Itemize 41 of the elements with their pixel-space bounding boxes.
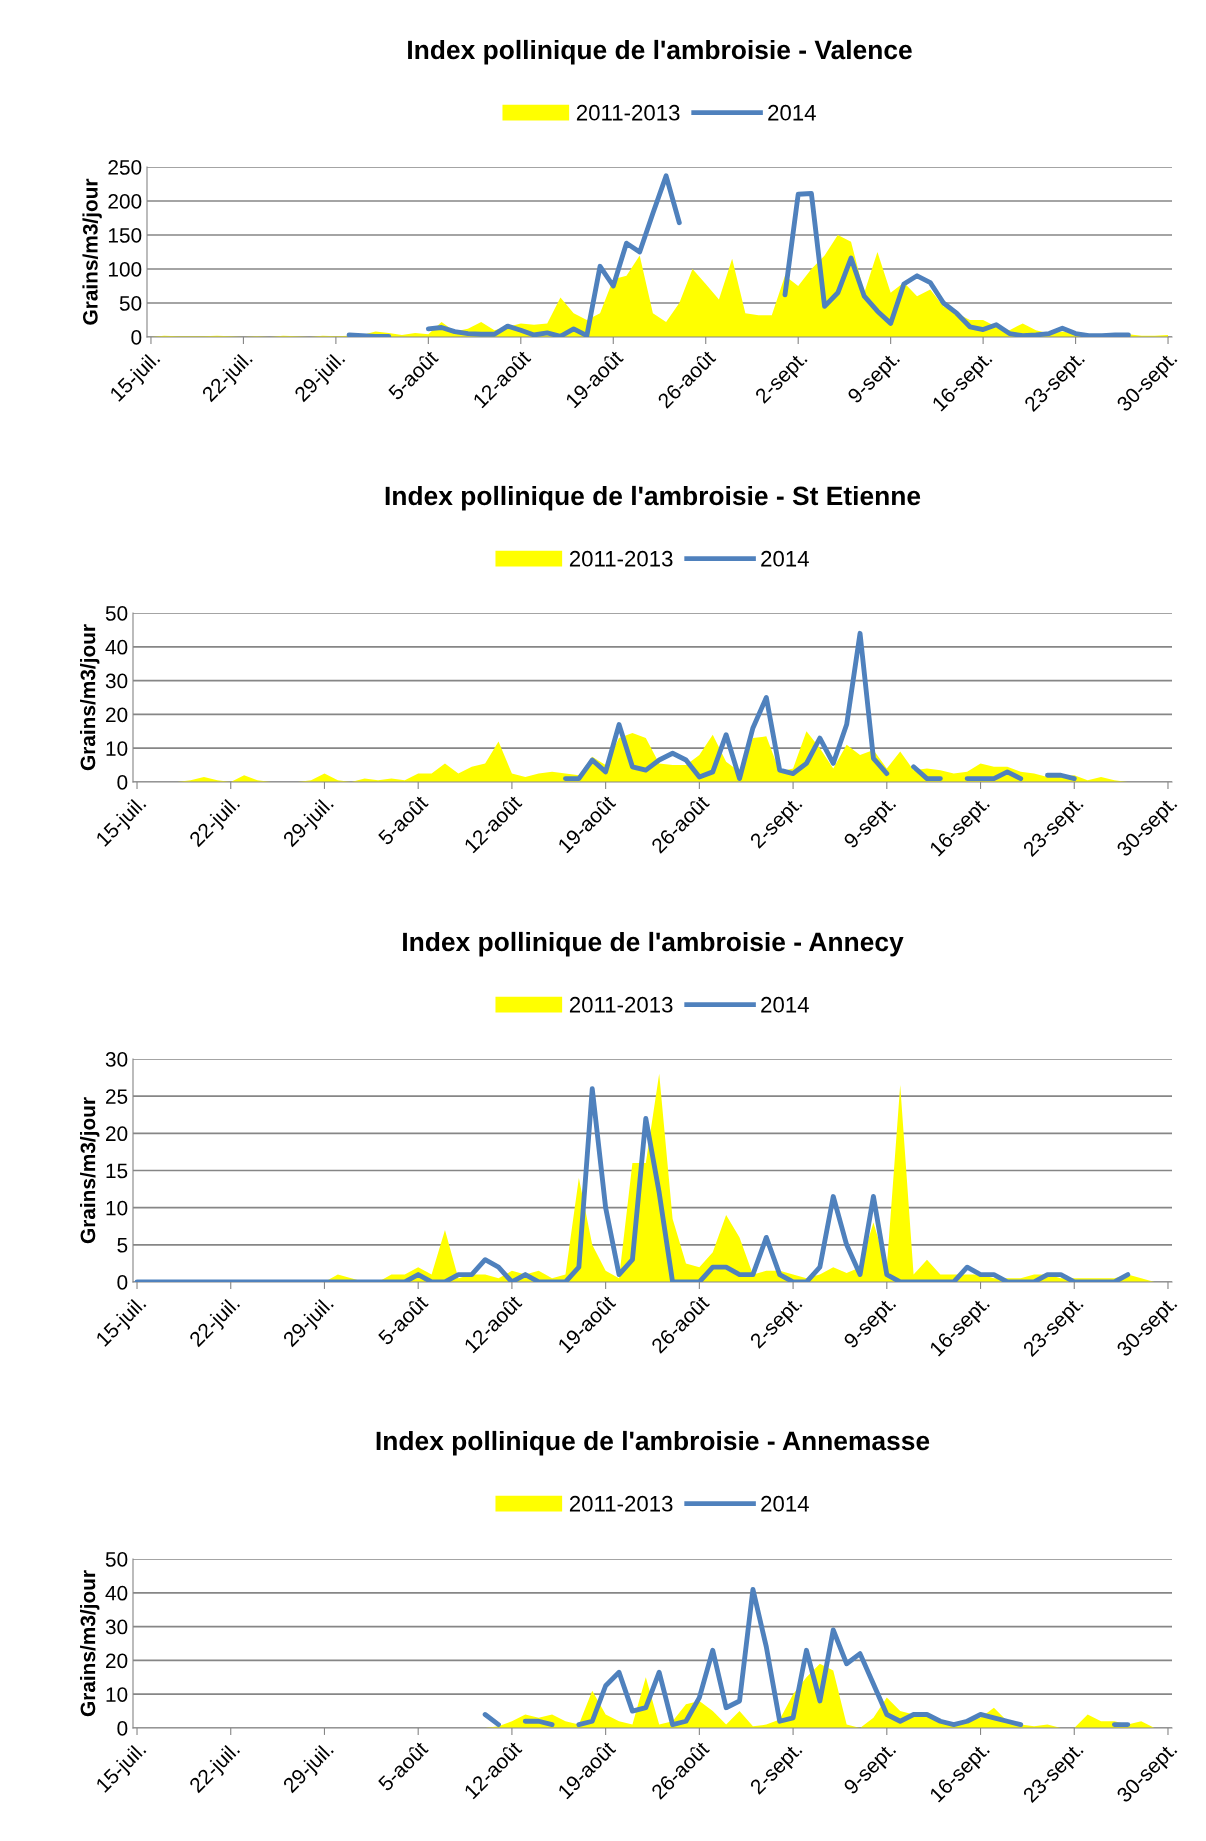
chart-title: Index pollinique de l'ambroisie - Annecy: [403, 931, 904, 957]
y-tick-label: 15: [106, 1163, 128, 1179]
y-tick-label: 30: [105, 1619, 128, 1635]
legend-label: 2011-2013: [576, 104, 680, 121]
y-tick-label: 250: [108, 160, 142, 175]
y-tick-label: 40: [105, 639, 128, 655]
chart-title: Index pollinique de l'ambroisie - Annemasse: [376, 1430, 930, 1456]
y-tick-label: 30: [105, 673, 128, 689]
legend-label: 2014: [761, 1495, 809, 1512]
y-tick-label: 40: [105, 1585, 128, 1601]
y-tick-label: 50: [119, 296, 142, 311]
legend-label: 2011-2013: [569, 996, 673, 1013]
legend-label: 2014: [761, 550, 809, 567]
legend-label: 2014: [768, 104, 816, 121]
y-tick-label: 100: [108, 262, 142, 277]
y-tick-label: 30: [105, 1052, 128, 1067]
y-tick-label: 10: [106, 1687, 128, 1702]
y-axis-title: Grains/m3/jour: [79, 1097, 100, 1244]
y-tick-label: 0: [131, 330, 142, 345]
y-tick-label: 50: [105, 606, 128, 621]
legend-label: 2014: [761, 996, 809, 1013]
y-tick-label: 200: [108, 194, 142, 209]
y-tick-label: 20: [106, 707, 128, 723]
chart-title: Index pollinique de l'ambroisie - St Etienne: [385, 485, 921, 511]
y-tick-label: 0: [117, 775, 128, 790]
legend-label: 2011-2013: [569, 1495, 673, 1512]
chart-title: Index pollinique de l'ambroisie - Valence: [408, 39, 912, 65]
y-tick-label: 0: [117, 1721, 128, 1736]
y-tick-label: 0: [117, 1275, 128, 1290]
y-tick-label: 20: [106, 1653, 128, 1669]
y-axis-title: Grains/m3/jour: [79, 1570, 100, 1717]
y-tick-label: 10: [106, 1200, 128, 1216]
y-tick-label: 20: [106, 1126, 128, 1142]
y-tick-label: 10: [106, 741, 128, 756]
y-axis-title: Grains/m3/jour: [79, 624, 100, 771]
legend-label: 2011-2013: [569, 550, 673, 567]
y-tick-label: 50: [105, 1552, 128, 1567]
y-axis-title: Grains/m3/jour: [82, 178, 102, 325]
y-tick-label: 150: [108, 228, 142, 243]
y-tick-label: 5: [117, 1238, 128, 1253]
y-tick-label: 25: [106, 1089, 128, 1104]
